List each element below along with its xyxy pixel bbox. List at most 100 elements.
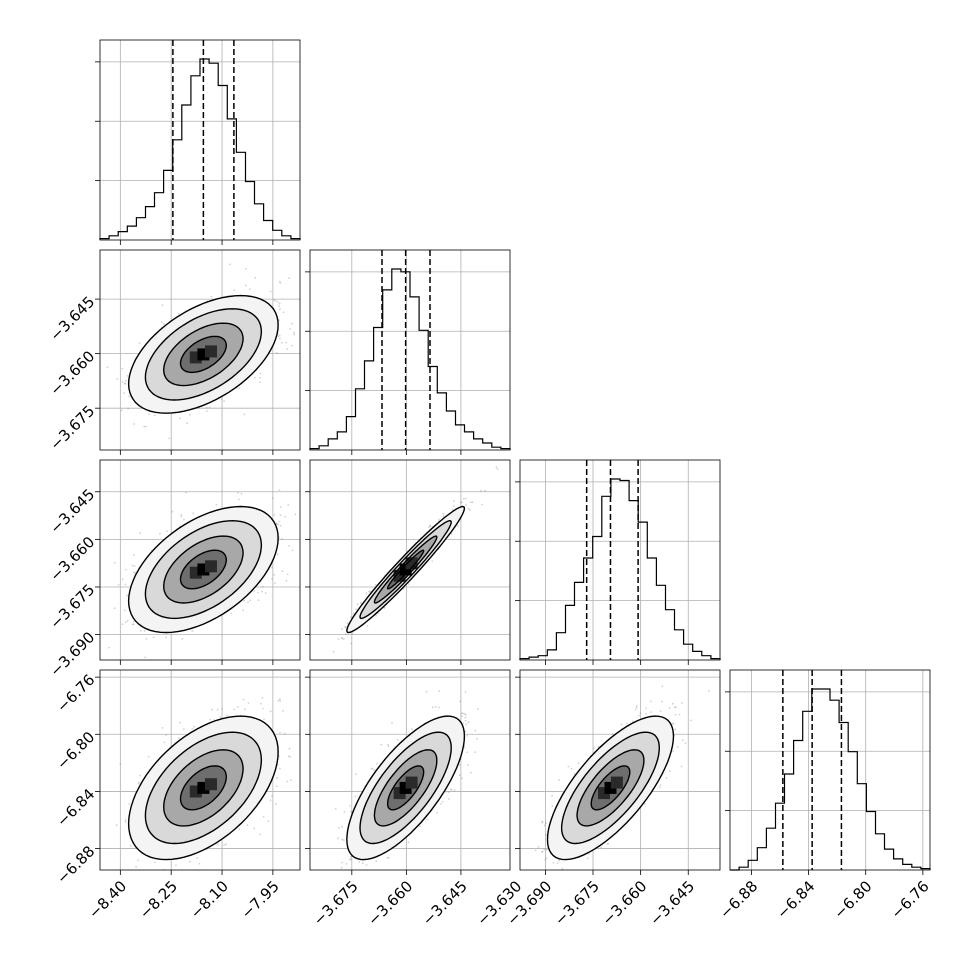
sample-point [387,744,390,746]
sample-point [355,773,357,775]
sample-point [153,861,156,864]
sample-point [150,877,152,879]
sample-point [672,750,674,753]
sample-point [436,811,438,814]
sample-point [133,571,135,574]
sample-point [179,417,182,420]
sample-point [260,702,262,705]
sample-point [341,637,343,640]
sample-point [291,322,293,325]
sample-point [165,636,167,639]
sample-point [279,732,281,734]
sample-point [449,788,452,790]
sample-point [277,523,280,526]
sample-point [56,838,58,840]
sample-point [263,718,265,721]
sample-point [463,712,466,715]
sample-point [462,498,465,500]
sample-point [124,568,127,571]
sample-point [358,861,361,863]
sample-point [238,387,241,390]
sample-point [456,525,459,528]
sample-point [279,525,282,527]
sample-point [247,702,250,704]
sample-point [387,745,390,748]
sample-point [121,623,124,626]
sample-point [543,848,546,851]
sample-point [681,739,684,741]
sample-point [659,784,662,787]
sample-point [466,734,469,737]
sample-point [277,301,279,303]
sample-point [126,594,128,597]
sample-point [534,849,537,852]
sample-point [291,344,293,347]
sample-point [304,315,306,317]
sample-point [284,515,287,518]
sample-point [620,723,623,726]
sample-point [127,407,130,410]
sample-point [466,764,469,766]
sample-point [125,621,127,624]
contour-line [373,749,438,827]
sample-point [458,764,461,766]
sample-point [288,545,290,547]
sample-point [411,728,413,731]
sample-point [286,573,289,576]
sample-point [188,860,191,863]
contour-line [144,519,263,620]
sample-point [145,425,148,428]
sample-point [275,785,278,788]
sample-point [332,650,335,653]
sample-point [186,871,188,873]
panel-frame [309,669,511,871]
sample-point [191,630,194,632]
panel-frame [519,459,721,661]
sample-point [282,710,285,712]
sample-point [259,381,262,384]
sample-point [116,378,119,380]
sample-point [471,501,474,504]
density-core [405,557,418,570]
sample-point [684,742,687,744]
sample-point [345,633,347,636]
sample-point [561,867,564,870]
sample-point [442,513,445,515]
sample-point [161,304,164,307]
sample-point [354,795,357,798]
sample-point [278,489,281,491]
sample-point [331,887,333,889]
scatter-panel [99,249,306,451]
sample-point [343,810,346,813]
sample-point [551,805,554,807]
contour-line [144,731,263,845]
sample-point [278,280,281,283]
sample-point [341,825,343,828]
sample-point [334,808,337,810]
histogram-step [519,478,721,660]
sample-point [113,607,116,610]
sample-point [133,423,136,425]
sample-point [223,844,226,847]
sample-point [552,861,555,864]
sample-point [370,767,373,770]
sample-point [359,885,361,887]
sample-point [541,851,544,853]
sample-point [577,762,580,765]
contour-line [346,505,466,634]
sample-point [481,503,483,506]
sample-point [293,333,296,336]
sample-point [451,509,454,511]
sample-point [551,794,553,797]
sample-point [121,578,124,581]
sample-point [137,859,140,862]
sample-point [147,755,150,758]
sample-point [273,573,275,576]
sample-point [279,699,282,702]
sample-point [225,843,227,846]
histogram-panel [725,669,931,871]
sample-point [210,296,213,298]
sample-point [131,873,133,875]
sample-point [128,803,131,805]
sample-point [368,590,371,593]
